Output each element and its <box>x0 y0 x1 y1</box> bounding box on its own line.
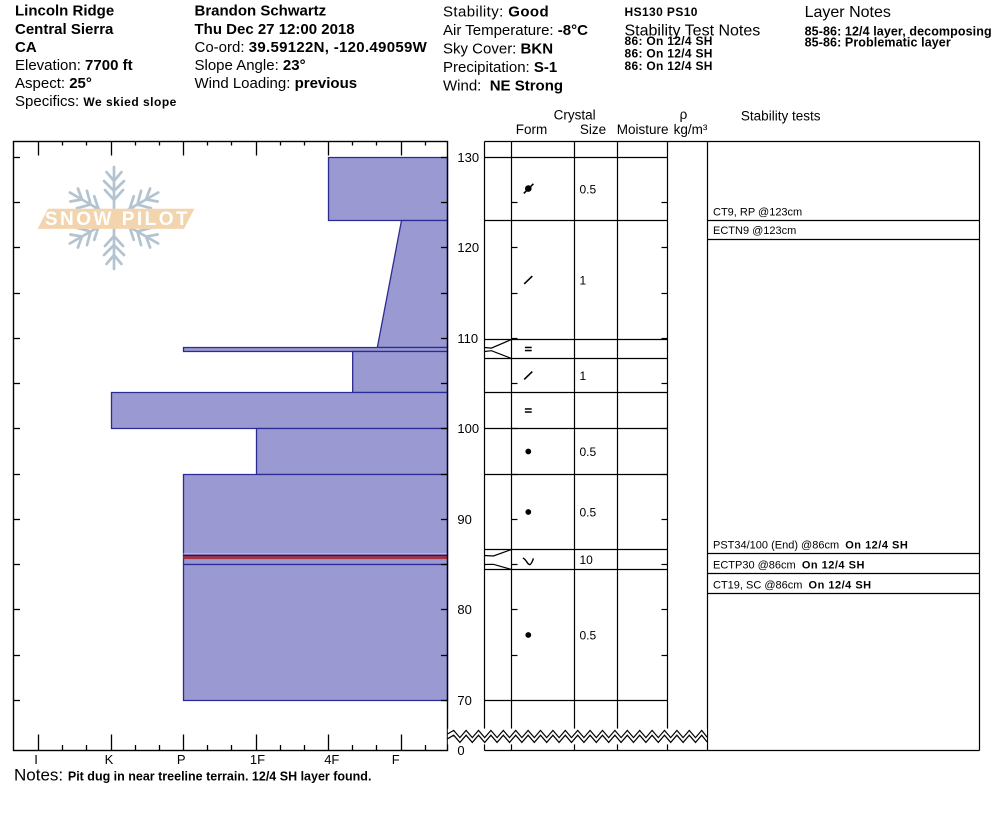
svg-text:HS130 PS10: HS130 PS10 <box>625 5 698 19</box>
svg-text:Crystal: Crystal <box>554 107 596 122</box>
svg-text:Stability: Good: Stability: Good <box>443 3 549 20</box>
svg-text:85-86: Problematic layer: 85-86: Problematic layer <box>805 35 951 49</box>
svg-text:100: 100 <box>457 421 479 436</box>
svg-text:4F: 4F <box>324 752 339 767</box>
svg-text:Size: Size <box>580 122 606 137</box>
svg-text:SNOW PILOT: SNOW PILOT <box>45 209 190 230</box>
svg-text:Wind Loading: previous: Wind Loading: previous <box>195 75 358 92</box>
svg-text:K: K <box>105 752 114 767</box>
svg-text:P: P <box>177 752 186 767</box>
svg-text:Layer Notes: Layer Notes <box>805 4 891 21</box>
svg-text:Co-ord: 39.59122N, -120.49059W: Co-ord: 39.59122N, -120.49059W <box>195 39 428 56</box>
svg-text:I: I <box>34 752 38 767</box>
svg-text:80: 80 <box>457 602 471 617</box>
svg-text:Notes: Pit dug in near treelin: Notes: Pit dug in near treeline terrain.… <box>14 766 371 785</box>
svg-text:Moisture: Moisture <box>617 122 669 137</box>
svg-text:Aspect: 25°: Aspect: 25° <box>15 75 92 92</box>
svg-text:Wind: NE Strong: Wind: NE Strong <box>443 78 563 95</box>
svg-text:85-86: 12/4 layer, decomposing: 85-86: 12/4 layer, decomposing <box>805 24 992 38</box>
svg-text:120: 120 <box>457 240 479 255</box>
svg-text:Stability tests: Stability tests <box>741 109 821 124</box>
svg-text:Brandon Schwartz: Brandon Schwartz <box>195 3 327 20</box>
svg-text:kg/m³: kg/m³ <box>674 122 708 137</box>
svg-text:CA: CA <box>15 39 37 56</box>
svg-text:Form: Form <box>516 122 548 137</box>
svg-text:F: F <box>392 752 400 767</box>
svg-text:10: 10 <box>580 553 594 567</box>
svg-text:Stability Test Notes: Stability Test Notes <box>625 22 761 39</box>
svg-text:ECTP30 @86cm On 12/4 SH: ECTP30 @86cm On 12/4 SH <box>713 559 865 571</box>
svg-text:1F: 1F <box>250 752 265 767</box>
svg-text:1: 1 <box>580 273 587 287</box>
svg-text:ECTN9 @123cm: ECTN9 @123cm <box>713 225 796 237</box>
svg-text:1: 1 <box>580 369 587 383</box>
svg-text:Slope Angle: 23°: Slope Angle: 23° <box>195 57 306 74</box>
svg-text:0.5: 0.5 <box>580 445 597 459</box>
svg-text:0: 0 <box>457 743 464 758</box>
svg-text:0.5: 0.5 <box>580 628 597 642</box>
svg-text:Elevation: 7700 ft: Elevation: 7700 ft <box>15 57 133 74</box>
svg-text:Sky Cover: BKN: Sky Cover: BKN <box>443 40 553 57</box>
svg-text:70: 70 <box>457 693 471 708</box>
svg-text:86: On 12/4 SH: 86: On 12/4 SH <box>625 34 713 48</box>
svg-text:110: 110 <box>457 331 478 346</box>
svg-text:CT19, SC @86cm On 12/4 SH: CT19, SC @86cm On 12/4 SH <box>713 579 872 591</box>
svg-text:PST34/100 (End) @86cm On 12/4: PST34/100 (End) @86cm On 12/4 SH <box>713 540 908 552</box>
svg-text:Precipitation: S-1: Precipitation: S-1 <box>443 59 557 76</box>
svg-text:86: On 12/4 SH: 86: On 12/4 SH <box>625 46 713 60</box>
svg-text:0.5: 0.5 <box>580 182 597 196</box>
svg-text:86: On 12/4 SH: 86: On 12/4 SH <box>625 59 713 73</box>
svg-text:Thu Dec 27 12:00 2018: Thu Dec 27 12:00 2018 <box>195 21 355 38</box>
svg-text:Central Sierra: Central Sierra <box>15 21 114 38</box>
svg-text:90: 90 <box>457 512 471 527</box>
svg-text:ρ: ρ <box>680 107 688 122</box>
svg-text:Air Temperature: -8°C: Air Temperature: -8°C <box>443 22 588 39</box>
svg-text:Specifics: We skied slope: Specifics: We skied slope <box>15 93 177 110</box>
svg-text:Lincoln Ridge: Lincoln Ridge <box>15 3 114 20</box>
svg-text:130: 130 <box>457 150 479 165</box>
svg-text:CT9, RP @123cm: CT9, RP @123cm <box>713 207 802 219</box>
svg-text:0.5: 0.5 <box>580 505 597 519</box>
